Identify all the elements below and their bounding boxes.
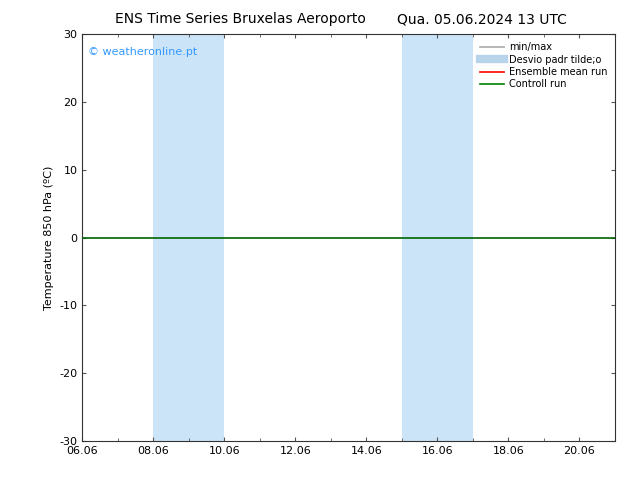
Text: © weatheronline.pt: © weatheronline.pt xyxy=(87,47,197,56)
Text: Qua. 05.06.2024 13 UTC: Qua. 05.06.2024 13 UTC xyxy=(397,12,567,26)
Legend: min/max, Desvio padr tilde;o, Ensemble mean run, Controll run: min/max, Desvio padr tilde;o, Ensemble m… xyxy=(477,39,610,92)
Y-axis label: Temperature 850 hPa (ºC): Temperature 850 hPa (ºC) xyxy=(44,166,54,310)
Text: ENS Time Series Bruxelas Aeroporto: ENS Time Series Bruxelas Aeroporto xyxy=(115,12,366,26)
Bar xyxy=(153,34,224,441)
Bar xyxy=(402,34,473,441)
